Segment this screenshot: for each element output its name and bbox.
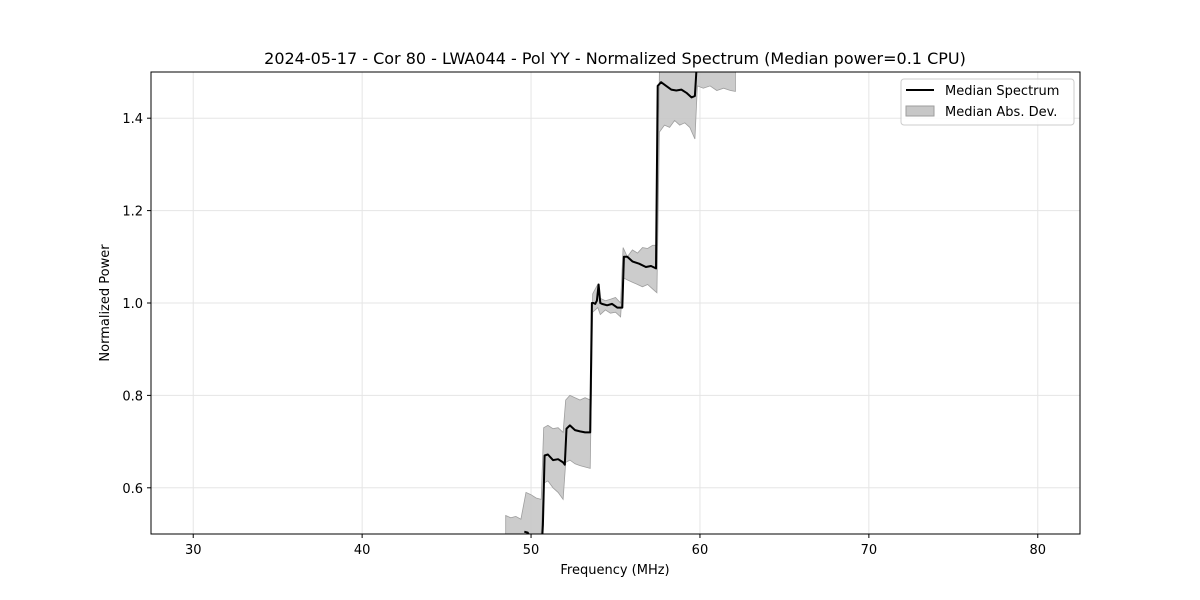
- y-tick-label: 0.6: [122, 482, 143, 497]
- legend-mad-swatch: [905, 105, 935, 117]
- axis-ticks: 30 40 50 60 70 80 0.6 0.8 1.0 1.2 1.4: [122, 112, 1046, 558]
- y-tick-label: 0.8: [122, 389, 143, 404]
- y-axis-label: Normalized Power: [98, 244, 113, 362]
- y-tick-label: 1.4: [122, 112, 143, 127]
- y-tick-label: 1.0: [122, 297, 143, 312]
- x-tick-label: 40: [354, 543, 371, 558]
- x-tick-label: 60: [692, 543, 709, 558]
- x-tick-label: 80: [1029, 543, 1046, 558]
- legend-mad-label: Median Abs. Dev.: [945, 105, 1057, 120]
- legend-median-label: Median Spectrum: [945, 84, 1059, 99]
- legend: Median Spectrum Median Abs. Dev.: [900, 78, 1075, 126]
- median-spectrum-line: [524, 72, 698, 534]
- x-tick-label: 30: [185, 543, 202, 558]
- y-tick-label: 1.2: [122, 205, 143, 220]
- plot-data: [505, 72, 736, 534]
- chart-title: 2024-05-17 - Cor 80 - LWA044 - Pol YY - …: [264, 49, 966, 68]
- x-axis-label: Frequency (MHz): [560, 563, 669, 578]
- legend-box: [900, 78, 1075, 126]
- median-abs-dev-band: [505, 72, 736, 534]
- x-tick-label: 50: [523, 543, 540, 558]
- x-tick-label: 70: [861, 543, 878, 558]
